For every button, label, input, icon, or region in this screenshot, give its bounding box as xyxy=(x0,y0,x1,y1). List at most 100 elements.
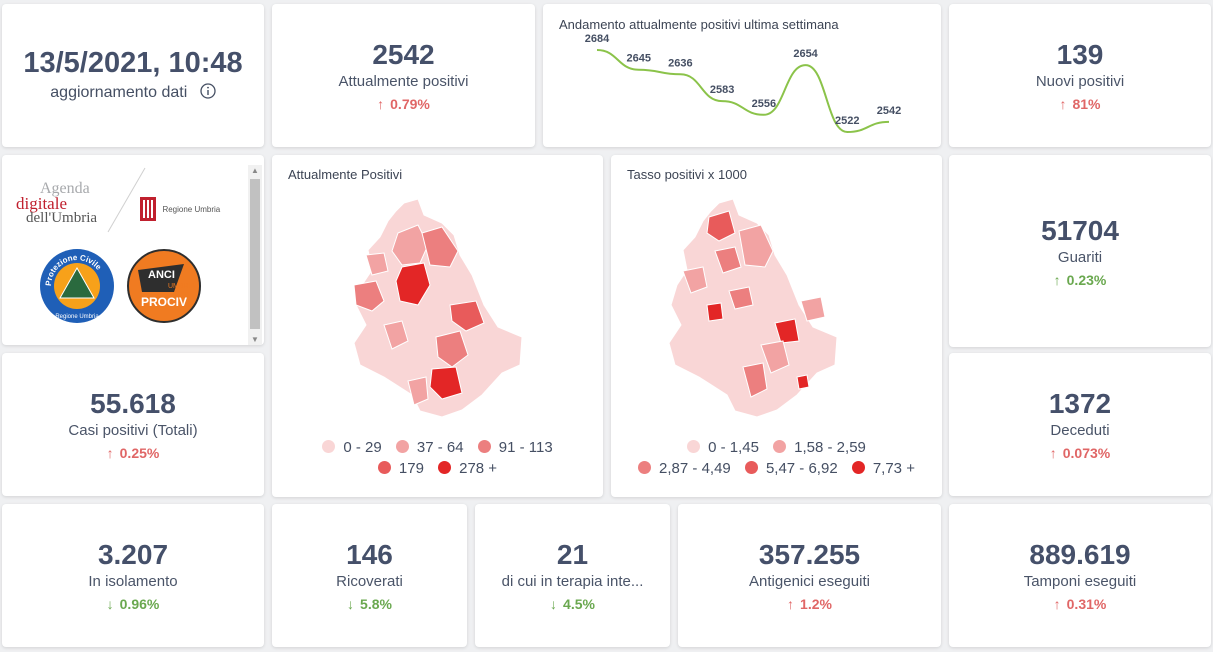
scroll-up-arrow-icon[interactable]: ▲ xyxy=(251,166,259,175)
kpi-label: Ricoverati xyxy=(336,573,403,590)
kpi-change: ↑ 0.23% xyxy=(1054,272,1107,288)
kpi-deceduti: 1372 Deceduti ↑ 0.073% xyxy=(949,353,1211,496)
legend-label: 5,47 - 6,92 xyxy=(765,460,838,477)
legend-item[interactable]: 1,58 - 2,59 xyxy=(773,437,866,458)
legend-item[interactable]: 179 xyxy=(377,458,424,479)
arrow-up-icon: ↑ xyxy=(106,445,114,461)
legend-swatch xyxy=(438,461,452,474)
legend-item[interactable]: 0 - 29 xyxy=(322,437,382,458)
legend-item[interactable]: 2,87 - 4,49 xyxy=(638,458,731,479)
scroll-down-arrow-icon[interactable]: ▼ xyxy=(251,335,259,344)
chart-title: Andamento attualmente positivi ultima se… xyxy=(559,17,839,32)
protezione-logo-sub-text: Regione Umbria xyxy=(55,314,99,320)
update-datetime: 13/5/2021, 10:48 xyxy=(23,47,243,79)
kpi-change: ↓ 5.8% xyxy=(347,596,392,612)
update-label-row: aggiornamento dati xyxy=(50,83,216,104)
trend-data-label: 2522 xyxy=(835,115,859,127)
legend-item[interactable]: 37 - 64 xyxy=(395,437,464,458)
kpi-label: Nuovi positivi xyxy=(1035,73,1125,90)
legend-swatch xyxy=(773,440,787,453)
map-title: Attualmente Positivi xyxy=(288,167,403,182)
agenda-logo-line2: digitale xyxy=(16,194,67,213)
legend-label: 0 - 1,45 xyxy=(708,439,759,456)
map-tasso-positivi-card: Tasso positivi x 1000 0 - 1,45 1,58 - 2,… xyxy=(611,155,942,497)
legend-swatch xyxy=(395,440,409,453)
kpi-change-value: 0.31% xyxy=(1066,596,1107,612)
trend-data-point[interactable] xyxy=(595,48,599,52)
info-circle-icon[interactable] xyxy=(200,83,216,104)
legend-item[interactable]: 0 - 1,45 xyxy=(687,437,759,458)
trend-data-point[interactable] xyxy=(678,72,682,76)
arrow-up-icon: ↑ xyxy=(1049,445,1057,461)
trend-data-point[interactable] xyxy=(845,130,849,134)
arrow-up-icon: ↑ xyxy=(1059,96,1067,112)
kpi-change-value: 1.2% xyxy=(800,596,832,612)
kpi-label: di cui in terapia inte... xyxy=(501,573,644,590)
legend-label: 7,73 + xyxy=(872,460,915,477)
map-title: Tasso positivi x 1000 xyxy=(627,167,747,182)
arrow-down-icon: ↓ xyxy=(106,596,114,612)
kpi-change: ↑ 81% xyxy=(1059,96,1100,112)
kpi-attualmente-positivi: 2542 Attualmente positivi ↑ 0.79% xyxy=(272,4,535,147)
kpi-value: 3.207 xyxy=(97,539,169,570)
kpi-label: In isolamento xyxy=(88,573,178,590)
kpi-change: ↑ 0.79% xyxy=(377,96,430,112)
kpi-value: 357.255 xyxy=(758,539,861,570)
trend-data-point[interactable] xyxy=(637,68,641,72)
arrow-up-icon: ↑ xyxy=(1053,271,1061,288)
trend-data-point[interactable] xyxy=(720,99,724,103)
kpi-change: ↓ 0.96% xyxy=(107,596,160,612)
kpi-value: 1372 xyxy=(1048,388,1112,419)
kpi-change-value: 0.79% xyxy=(390,96,430,112)
arrow-down-icon: ↓ xyxy=(550,596,558,612)
agenda-logo-line3: dell'Umbria xyxy=(26,210,98,226)
kpi-value: 2542 xyxy=(372,39,435,70)
umbria-rate-choropleth-map[interactable] xyxy=(611,155,942,497)
scrollbar-thumb[interactable] xyxy=(250,179,260,329)
kpi-change-value: 0.96% xyxy=(119,596,160,612)
legend-item[interactable]: 278 + xyxy=(438,458,497,479)
kpi-label: Deceduti xyxy=(1050,422,1110,439)
agenda-digitale-logo: Agenda digitale dell'Umbria xyxy=(16,181,116,226)
kpi-value: 55.618 xyxy=(90,388,176,419)
trend-chart-card: Andamento attualmente positivi ultima se… xyxy=(543,4,941,147)
umbria-choropleth-map[interactable] xyxy=(272,155,603,497)
legend-label: 37 - 64 xyxy=(416,439,464,456)
legend-label: 1,58 - 2,59 xyxy=(794,439,866,456)
kpi-change: ↑ 0.073% xyxy=(1050,445,1110,461)
map-attualmente-positivi-card: Attualmente Positivi 0 - 29 37 - 64 91 -… xyxy=(272,155,603,497)
logos-scrollbar[interactable]: ▲ ▼ xyxy=(248,165,262,345)
regione-umbria-logo: Regione Umbria xyxy=(140,197,220,221)
kpi-change-value: 5.8% xyxy=(360,596,392,612)
kpi-isolamento: 3.207 In isolamento ↓ 0.96% xyxy=(2,504,264,647)
kpi-change-value: 81% xyxy=(1072,96,1101,112)
kpi-terapia-intensiva: 21 di cui in terapia inte... ↓ 4.5% xyxy=(475,504,670,647)
trend-data-label: 2542 xyxy=(877,105,901,117)
arrow-up-icon: ↑ xyxy=(377,96,385,112)
legend-item[interactable]: 7,73 + xyxy=(851,458,915,479)
legend-item[interactable]: 5,47 - 6,92 xyxy=(744,458,838,479)
arrow-up-icon: ↑ xyxy=(1053,596,1061,612)
legend-swatch xyxy=(851,461,865,474)
kpi-change: ↑ 0.25% xyxy=(107,445,160,461)
legend-swatch xyxy=(377,461,391,474)
trend-data-label: 2556 xyxy=(752,98,776,110)
kpi-change-value: 0.25% xyxy=(119,445,160,461)
anci-umbria-prociv-logo: ANCI UMBRIA PROCIV xyxy=(127,249,201,323)
kpi-label: Antigenici eseguiti xyxy=(749,573,870,590)
regione-logo-label: Regione Umbria xyxy=(162,204,221,214)
kpi-change: ↓ 4.5% xyxy=(550,596,595,612)
logos-card: Agenda digitale dell'Umbria Regione Umbr… xyxy=(2,155,264,345)
kpi-change-value: 4.5% xyxy=(563,596,595,612)
legend-item[interactable]: 91 - 113 xyxy=(477,437,553,458)
anci-logo-text-2: UMBRIA xyxy=(168,283,196,290)
trend-data-point[interactable] xyxy=(804,63,808,67)
legend-label: 278 + xyxy=(459,460,498,477)
trend-data-point[interactable] xyxy=(887,120,891,124)
legend-swatch xyxy=(322,440,336,453)
trend-data-point[interactable] xyxy=(762,113,766,117)
kpi-change: ↑ 1.2% xyxy=(787,596,832,612)
kpi-ricoverati: 146 Ricoverati ↓ 5.8% xyxy=(272,504,467,647)
trend-data-label: 2583 xyxy=(710,84,734,96)
trend-data-label: 2684 xyxy=(585,33,610,45)
